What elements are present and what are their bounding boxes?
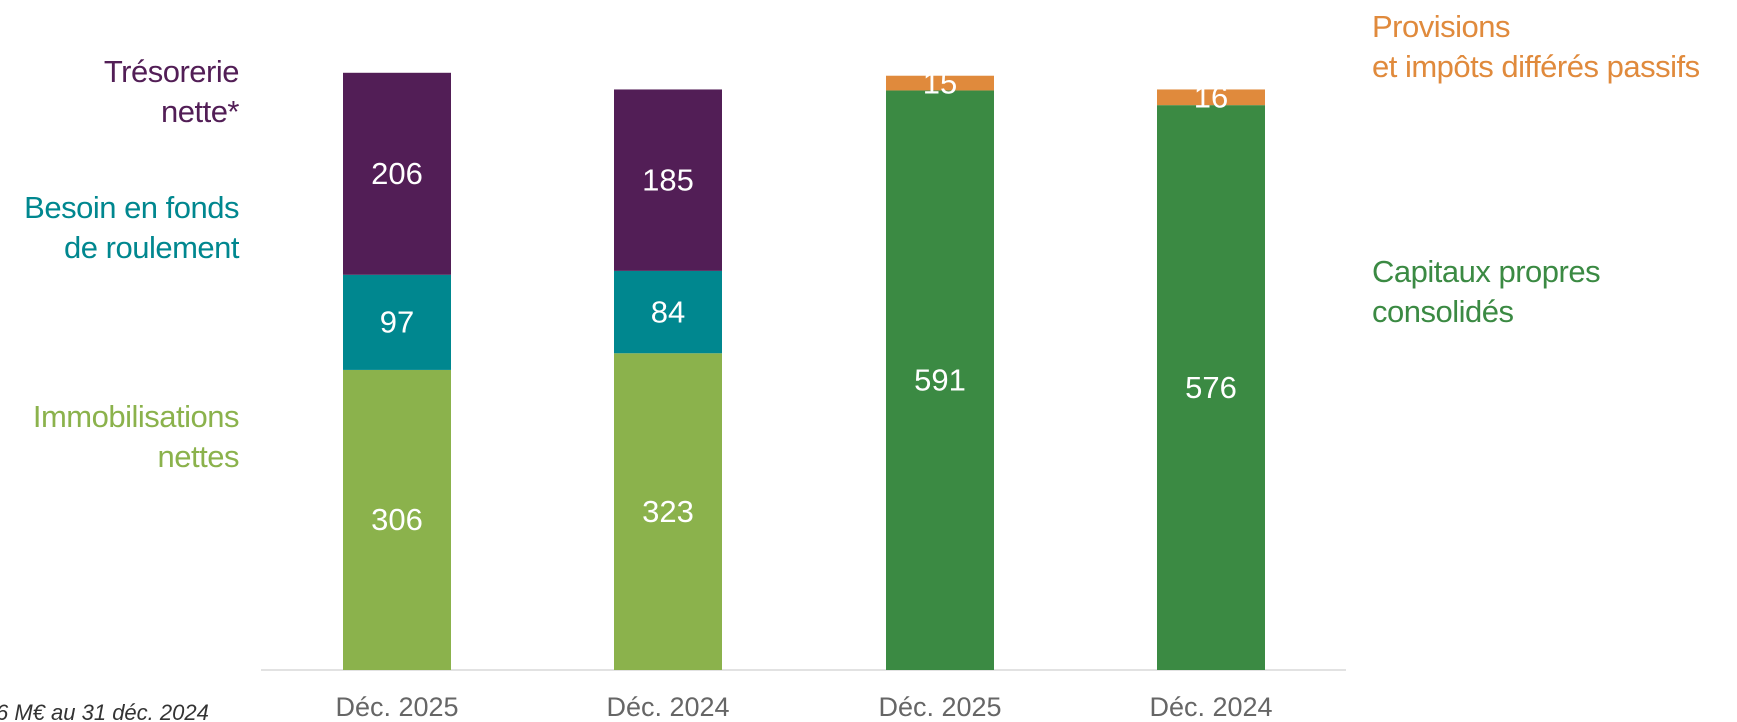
bar-segment bbox=[886, 90, 994, 670]
data-label: 185 bbox=[642, 162, 694, 197]
legend-label: Trésorerie nette* bbox=[103, 54, 240, 129]
x-tick-label: Déc. 2025 bbox=[878, 692, 1001, 722]
x-tick-label: Déc. 2025 bbox=[335, 692, 458, 722]
bar-segment bbox=[343, 369, 451, 670]
data-label: 84 bbox=[651, 294, 685, 329]
footnote: 6 M€ au 31 déc. 2024 bbox=[0, 700, 209, 722]
legend-label: Capitaux propres consolidés bbox=[1372, 254, 1601, 329]
legend-label: Besoin en fonds de roulement bbox=[24, 190, 239, 265]
bar-segment bbox=[614, 270, 722, 354]
bar-segment bbox=[343, 72, 451, 275]
bar-segment bbox=[614, 353, 722, 670]
data-label: 576 bbox=[1185, 370, 1237, 405]
data-label: 306 bbox=[371, 502, 423, 537]
data-label: 206 bbox=[371, 156, 423, 191]
x-tick-label: Déc. 2024 bbox=[1149, 692, 1272, 722]
bar-segment bbox=[1157, 105, 1265, 671]
data-label: 591 bbox=[914, 362, 966, 397]
data-label: 323 bbox=[642, 494, 694, 529]
bar-segment bbox=[343, 274, 451, 370]
bar-segment bbox=[886, 75, 994, 91]
bar-segment bbox=[1157, 89, 1265, 106]
legend-label: Immobilisations nettes bbox=[32, 399, 240, 474]
data-label: 97 bbox=[380, 305, 414, 340]
x-tick-label: Déc. 2024 bbox=[606, 692, 729, 722]
data-label: 16 bbox=[1194, 79, 1228, 114]
bar-segment bbox=[614, 89, 722, 271]
data-label: 15 bbox=[923, 65, 957, 100]
legend-label: Provisions et impôts différés passifs bbox=[1372, 9, 1700, 84]
